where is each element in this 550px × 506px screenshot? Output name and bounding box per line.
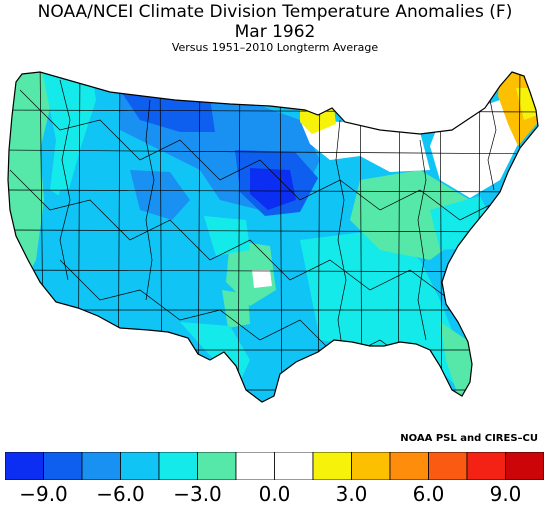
colorbar-tick-label: −3.0	[173, 482, 222, 506]
colorbar-swatch	[389, 452, 429, 480]
colorbar-swatch	[505, 452, 544, 480]
colorbar-swatch	[5, 452, 44, 480]
division-boundaries	[8, 72, 538, 402]
colorbar-swatch	[81, 452, 121, 480]
colorbar-swatch	[351, 452, 391, 480]
colorbar-tick-label: 6.0	[412, 482, 445, 506]
colorbar	[5, 452, 544, 480]
colorbar-swatch	[428, 452, 468, 480]
colorbar-swatch	[235, 452, 275, 480]
colorbar-tick-label: 3.0	[335, 482, 368, 506]
colorbar-ticks: −9.0 −6.0 −3.0 0.0 3.0 6.0 9.0	[0, 482, 550, 506]
colorbar-swatch	[274, 452, 314, 480]
colorbar-swatch	[312, 452, 352, 480]
colorbar-tick-label: −6.0	[96, 482, 145, 506]
colorbar-swatch	[43, 452, 83, 480]
data-credit: NOAA PSL and CIRES–CU	[400, 433, 538, 444]
us-climate-division-map	[7, 71, 539, 403]
colorbar-tick-label: 0.0	[258, 482, 291, 506]
map-subtitle: Mar 1962	[234, 22, 316, 42]
colorbar-swatch	[466, 452, 506, 480]
map-title: NOAA/NCEI Climate Division Temperature A…	[37, 2, 513, 22]
colorbar-swatch	[120, 452, 160, 480]
colorbar-swatch	[197, 452, 237, 480]
baseline-note: Versus 1951–2010 Longterm Average	[171, 41, 379, 54]
anomaly-fill-regions	[8, 72, 538, 402]
colorbar-swatch	[158, 452, 198, 480]
colorbar-tick-label: −9.0	[19, 482, 68, 506]
colorbar-tick-label: 9.0	[489, 482, 522, 506]
